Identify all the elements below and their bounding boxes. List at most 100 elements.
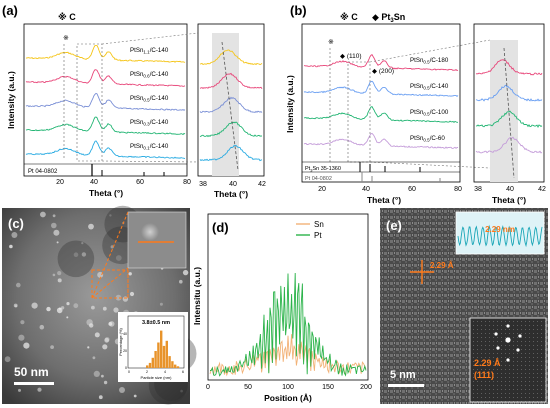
nanoparticle-4	[98, 395, 103, 400]
panel-b-curve-2	[304, 106, 458, 124]
histogram-bar-5	[160, 330, 163, 368]
fft-spot-5	[518, 334, 522, 338]
panel-a-label: (a)	[2, 3, 18, 18]
panel-b-inset-shade	[490, 40, 518, 182]
nanoparticle-88	[14, 305, 18, 308]
nanoparticle-38	[57, 278, 62, 283]
histogram-bar-9	[171, 361, 174, 368]
panel-b-inset-curve-0	[475, 59, 543, 76]
panel-c-zoom-box	[91, 269, 129, 299]
panel-c: (c) 3.8±0.5 nm 0 20 40 0 2 4 6 Particle …	[2, 205, 197, 405]
histogram-bar-3	[154, 351, 157, 368]
sn-profile-line	[209, 334, 367, 377]
legend-sn-label: Sn	[314, 220, 324, 229]
hist-ytick-0: 0	[125, 366, 127, 370]
panel-b-inset-shift-line	[503, 47, 515, 179]
panel-b-sample-label-2: PtSn0.5/C-100	[410, 109, 449, 117]
b-inset-xtick-40: 40	[506, 186, 514, 193]
nanoparticle-86	[115, 294, 122, 301]
panel-a-legend-c: ※ C	[58, 12, 76, 22]
histogram-bar-1	[148, 362, 152, 368]
line-profile-label: 2.29 nm	[485, 225, 515, 234]
nanoparticle-80	[18, 388, 21, 392]
panel-b-ylabel: Intensity (a.u.)	[285, 75, 295, 133]
histogram-bar-8	[168, 356, 171, 368]
nanoparticle-48	[37, 387, 42, 392]
panel-a-curves	[25, 45, 186, 159]
nanoparticle-81	[56, 307, 63, 314]
panel-b-inset-xlabel: Theta (°)	[492, 195, 526, 205]
fft-diffraction-spots	[494, 324, 522, 362]
nanoparticle-26	[87, 346, 90, 349]
panel-a-sample-label-1: PtSn0.6/C-140	[130, 71, 169, 79]
panel-b-inset-curve-3	[475, 136, 543, 154]
panel-a-zoom-box	[76, 43, 103, 162]
histogram-title: 3.8±0.5 nm	[142, 320, 170, 326]
nanoparticle-2	[182, 269, 189, 276]
nanoparticle-5	[39, 324, 45, 330]
d-xtick-50: 50	[244, 384, 252, 391]
panel-b-curve-1	[303, 80, 459, 98]
histogram-bar-7	[165, 340, 168, 368]
panel-c-label: (c)	[8, 216, 24, 231]
peak-200-label: ◆ (200)	[372, 68, 394, 75]
panel-b-reference-2: Pt 04-0802	[305, 176, 332, 182]
panel-b-inset-curve-2	[476, 110, 543, 128]
b-xtick-80: 80	[454, 186, 462, 193]
hist-ytick-20: 20	[123, 349, 127, 353]
panel-d-xlabel: Position (Å)	[264, 393, 312, 403]
nanoparticle-53	[52, 273, 56, 277]
nanoparticle-40	[180, 389, 183, 393]
peak-110-label: ◆ (110)	[340, 53, 362, 60]
panel-a-ylabel: Intensity (a.u.)	[6, 71, 16, 129]
fft-spot-6	[506, 324, 510, 328]
b-xtick-60: 60	[408, 186, 416, 193]
nanoparticle-32	[66, 316, 69, 319]
histogram-bars	[146, 330, 180, 368]
panel-a-inset-curve-2	[199, 96, 263, 114]
nanoparticle-74	[51, 222, 57, 229]
panel-b-carbon-marker: ※	[328, 39, 334, 46]
a-inset-xtick-42: 42	[258, 181, 266, 188]
panel-a-inset-xlabel: Theta (°)	[214, 189, 248, 199]
nanoparticle-67	[104, 337, 110, 342]
zoom-line-top	[101, 32, 199, 45]
panel-b: (b) ※ C ◆ Pt3Sn PtSn0.5/C-180PtSn0.5/C-1…	[285, 3, 546, 205]
panel-b-curve-0	[304, 53, 459, 72]
a-xtick-80: 80	[183, 179, 191, 186]
hist-ytick-40: 40	[123, 332, 127, 336]
lattice-spacing-label: 2.29 Å	[430, 261, 454, 270]
panel-b-inset-curves	[475, 59, 543, 154]
histogram-bar-4	[157, 342, 160, 368]
panel-e: (e) 2.29 nm 2.29 Å 2.29 Å (111) 5 nm	[380, 208, 548, 404]
panel-d-profiles	[209, 272, 367, 377]
hist-xtick-6: 6	[182, 370, 184, 374]
panel-a-sample-labels: PtSn1.1/C-140 PtSn0.6/C-140 PtSn0.5/C-140 P…	[130, 47, 169, 151]
nanoparticle-70	[103, 380, 108, 385]
a-xtick-40: 40	[90, 179, 98, 186]
nanoparticle-79	[179, 279, 183, 284]
nanoparticle-83	[81, 242, 84, 245]
nanoparticle-85	[56, 241, 59, 244]
zoom-line-bottom	[101, 160, 199, 163]
panel-a-curve-3	[25, 116, 186, 136]
nanoparticle-89	[66, 302, 70, 306]
fft-spacing-label: 2.29 Å	[474, 358, 501, 368]
nanoparticle-45	[110, 245, 114, 249]
panel-a-sample-label-4: PtSn0.1/C-140	[130, 143, 169, 151]
panel-a-sample-label-2: PtSn0.5/C-140	[130, 95, 169, 103]
hist-xtick-4: 4	[164, 370, 166, 374]
nanoparticle-9	[102, 306, 107, 311]
nanoparticle-18	[104, 337, 110, 343]
panel-a-curve-0	[25, 45, 186, 63]
d-xtick-150: 150	[322, 384, 334, 391]
nanoparticle-16	[11, 232, 18, 238]
histogram-xlabel: Particle size (nm)	[141, 375, 173, 380]
nanoparticle-68	[159, 302, 163, 306]
nanoparticle-13	[73, 252, 79, 257]
panel-a-plot-frame	[23, 23, 188, 177]
panel-a-curve-2	[25, 92, 186, 111]
nanoparticle-54	[52, 214, 56, 218]
nanoparticle-21	[92, 356, 96, 360]
panel-c-scalebar	[14, 382, 54, 385]
